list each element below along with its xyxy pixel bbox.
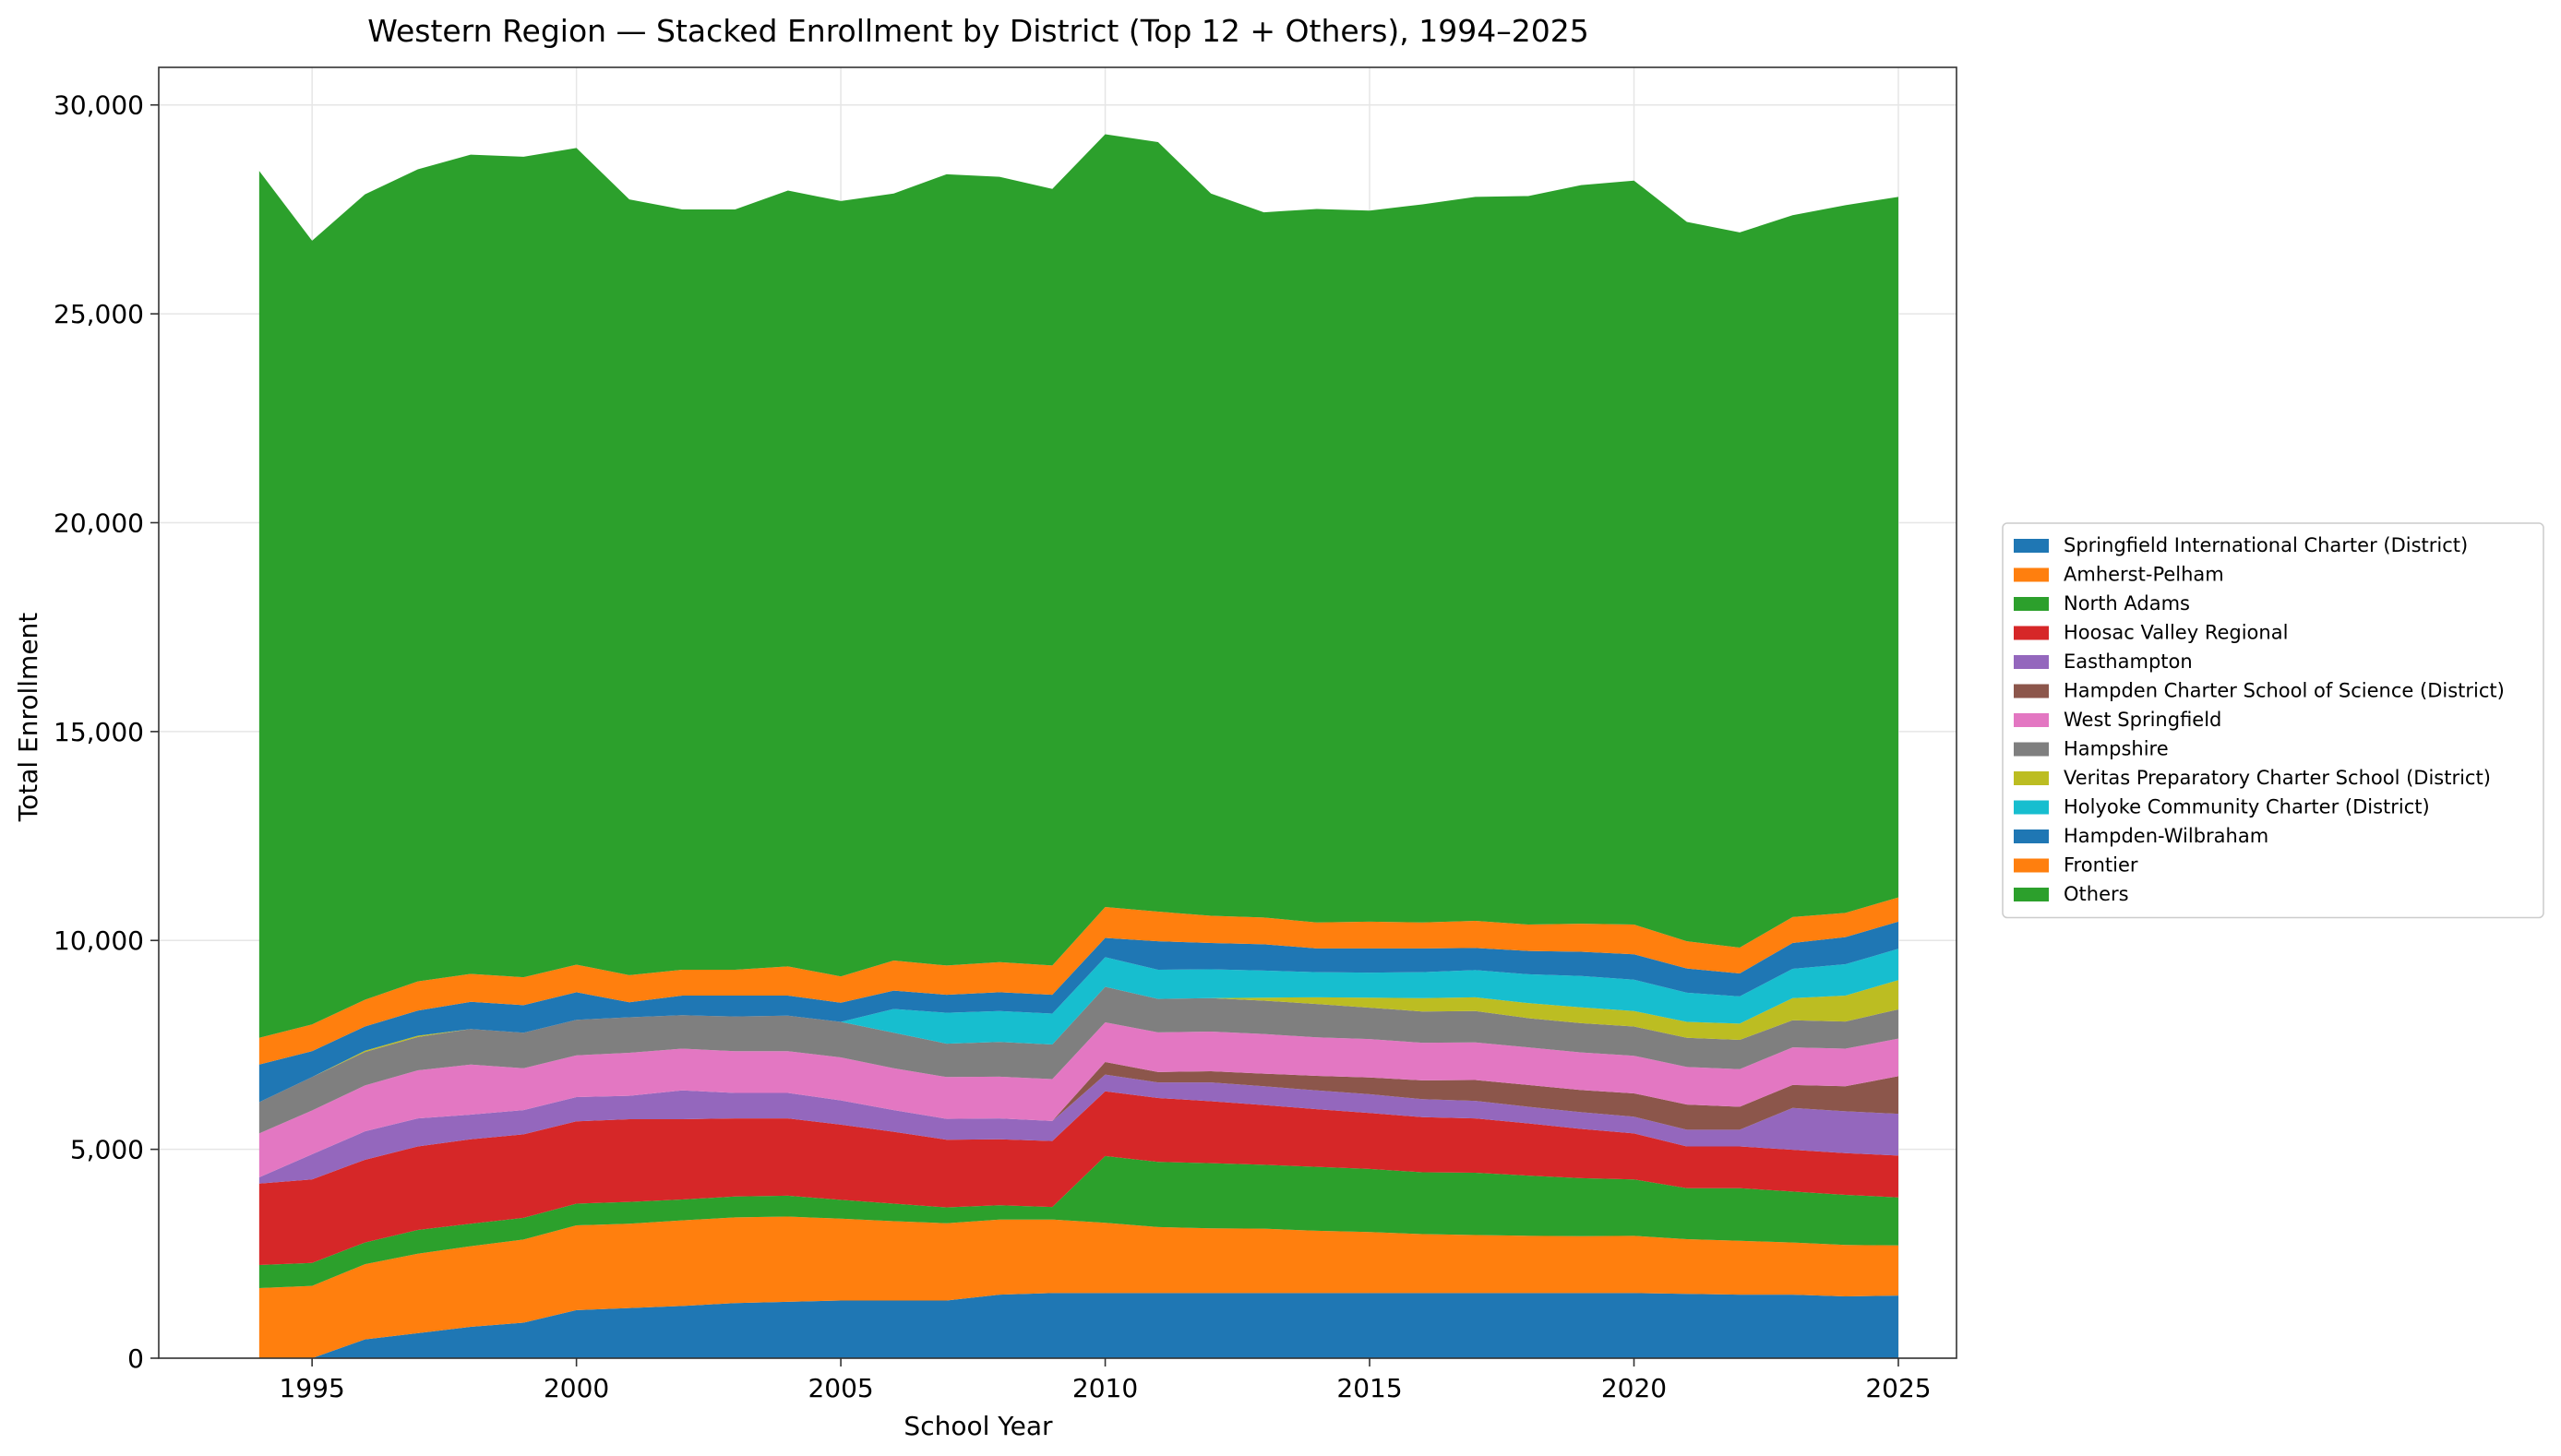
legend-label-12: Others (2064, 883, 2129, 905)
legend-swatch-5 (2014, 684, 2049, 698)
y-tick-label-5: 25,000 (54, 299, 144, 329)
y-tick-label-3: 15,000 (54, 717, 144, 747)
legend-swatch-2 (2014, 597, 2049, 611)
x-tick-label-6: 2025 (1865, 1373, 1931, 1403)
x-tick-label-5: 2020 (1601, 1373, 1667, 1403)
legend-label-5: Hampden Charter School of Science (Distr… (2064, 680, 2505, 702)
legend-label-10: Hampden-Wilbraham (2064, 825, 2268, 847)
y-tick-label-6: 30,000 (54, 90, 144, 121)
chart-title: Western Region — Stacked Enrollment by D… (367, 13, 1589, 49)
legend-swatch-3 (2014, 626, 2049, 640)
legend-label-7: Hampshire (2064, 738, 2169, 760)
plot-area: 0 5,000 10,000 15,000 20,000 25,000 30,000 1995… (54, 66, 1957, 1403)
area-series-11 (258, 897, 1898, 1065)
legend-swatch-11 (2014, 858, 2049, 873)
legend-swatch-4 (2014, 655, 2049, 669)
legend-label-6: West Springfield (2064, 709, 2221, 731)
area-series-8 (258, 980, 1898, 1103)
x-tick-label-2: 2005 (808, 1373, 873, 1403)
legend-label-11: Frontier (2064, 854, 2138, 877)
legend-label-9: Holyoke Community Charter (District) (2064, 796, 2430, 818)
legend-swatch-6 (2014, 713, 2049, 727)
area-series-9 (258, 949, 1898, 1103)
area-series-1 (258, 1216, 1898, 1358)
legend-swatch-8 (2014, 771, 2049, 785)
area-series-12 (258, 134, 1898, 1038)
legend-label-1: Amherst-Pelham (2064, 564, 2224, 586)
legend-swatch-1 (2014, 567, 2049, 582)
y-tick-label-2: 10,000 (54, 925, 144, 956)
legend-box (2002, 522, 2544, 919)
y-tick-label-4: 20,000 (54, 507, 144, 538)
legend-swatch-12 (2014, 888, 2049, 901)
y-axis-title: Total Enrollment (13, 613, 43, 823)
legend-label-3: Hoosac Valley Regional (2064, 622, 2288, 644)
y-tick-label-0: 0 (127, 1343, 144, 1374)
legend-swatch-10 (2014, 829, 2049, 843)
area-series-5 (258, 1062, 1898, 1177)
y-tick-label-1: 5,000 (70, 1135, 144, 1165)
x-tick-label-3: 2010 (1072, 1373, 1138, 1403)
legend-swatch-7 (2014, 742, 2049, 757)
legend-label-8: Veritas Preparatory Charter School (Dist… (2064, 767, 2491, 789)
legend-label-2: North Adams (2064, 592, 2190, 615)
area-series-0 (258, 1293, 1898, 1358)
x-axis-title: School Year (904, 1411, 1053, 1441)
legend: Springfield International Charter (Distr… (2002, 522, 2544, 919)
legend-swatch-9 (2014, 800, 2049, 815)
plot-frame (158, 66, 1957, 1359)
x-tick-label-0: 1995 (280, 1373, 345, 1403)
x-tick-label-1: 2000 (544, 1373, 609, 1403)
area-series-3 (258, 1091, 1898, 1266)
area-series-10 (258, 921, 1898, 1103)
area-series-7 (258, 986, 1898, 1134)
legend-label-0: Springfield International Charter (Distr… (2064, 534, 2468, 556)
area-series-4 (258, 1074, 1898, 1184)
legend-label-4: Easthampton (2064, 650, 2193, 673)
legend-swatch-0 (2014, 539, 2049, 553)
x-tick-label-4: 2015 (1336, 1373, 1402, 1403)
area-series-2 (258, 1155, 1898, 1288)
area-series-6 (258, 1021, 1898, 1177)
